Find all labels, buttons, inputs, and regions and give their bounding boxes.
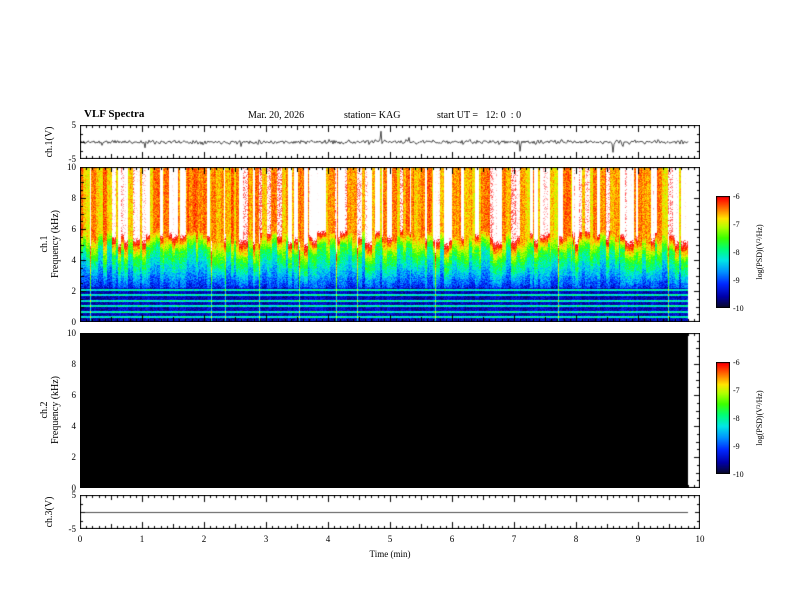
- x-tick-label: 8: [573, 534, 579, 544]
- y-tick-label: 0: [71, 317, 77, 327]
- y-tick-label: 6: [71, 390, 77, 400]
- y-tick-label: 0: [71, 483, 77, 493]
- y-tick-label: 6: [71, 224, 77, 234]
- colorbar-tick-label: -10: [733, 304, 744, 313]
- ch1-spectrogram-plot: [80, 167, 700, 322]
- ch1-label-line1: ch.1: [39, 235, 50, 253]
- colorbar-tick-label: -9: [733, 442, 740, 451]
- colorbar-tick-label: -7: [733, 386, 740, 395]
- y-tick-label: 2: [71, 286, 77, 296]
- ch3-waveform-plot: [80, 495, 700, 529]
- ch2-label-line2: Frequency (kHz): [50, 375, 61, 445]
- x-tick-label: 4: [325, 534, 331, 544]
- x-tick-label: 10: [695, 534, 705, 544]
- y-tick-label: 10: [67, 328, 76, 338]
- station-label: station= KAG: [344, 110, 401, 121]
- y-tick-label: 5: [71, 490, 77, 500]
- ch2-spectrogram-ylabel: ch.2 Frequency (kHz): [39, 330, 61, 490]
- start-ut-label: start UT = 12: 0 : 0: [437, 110, 522, 121]
- colorbar-tick-label: -7: [733, 220, 740, 229]
- colorbar-tick-label: -8: [733, 414, 740, 423]
- colorbar-tick-label: -8: [733, 248, 740, 257]
- figure-date: Mar. 20, 2026: [248, 110, 305, 121]
- y-tick-label: -5: [68, 154, 77, 164]
- colorbar-tick-label: -9: [733, 276, 740, 285]
- ch1-spectrogram-ylabel: ch.1 Frequency (kHz): [39, 164, 61, 324]
- colorbar-ch2: [716, 362, 730, 474]
- ch1-label-line2: Frequency (kHz): [50, 209, 61, 279]
- y-tick-label: 4: [71, 255, 77, 265]
- y-tick-label: 5: [71, 120, 77, 130]
- colorbar-ch2-label: log(PSD)(V²/Hz): [755, 390, 764, 446]
- x-tick-label: 0: [77, 534, 83, 544]
- colorbar-ch1: [716, 196, 730, 308]
- ch1-waveform-plot: [80, 125, 700, 159]
- x-tick-label: 2: [201, 534, 207, 544]
- y-tick-label: 10: [67, 162, 76, 172]
- colorbar-ch1-label: log(PSD)(V²/Hz): [755, 224, 764, 280]
- x-tick-label: 6: [449, 534, 455, 544]
- colorbar-tick-label: -10: [733, 470, 744, 479]
- x-axis-label: Time (min): [369, 549, 411, 559]
- x-tick-label: 5: [387, 534, 393, 544]
- y-tick-label: 8: [71, 193, 77, 203]
- y-tick-label: 2: [71, 452, 77, 462]
- x-tick-label: 7: [511, 534, 517, 544]
- ch2-spectrogram-plot: [80, 333, 700, 488]
- colorbar-tick-label: -6: [733, 192, 740, 201]
- x-tick-label: 3: [263, 534, 269, 544]
- x-tick-label: 1: [139, 534, 145, 544]
- x-tick-label: 9: [635, 534, 641, 544]
- ch2-label-line1: ch.2: [39, 401, 50, 419]
- figure-title: VLF Spectra: [84, 108, 145, 120]
- colorbar-tick-label: -6: [733, 358, 740, 367]
- y-tick-label: 8: [71, 359, 77, 369]
- y-tick-label: -5: [68, 524, 77, 534]
- y-tick-label: 4: [71, 421, 77, 431]
